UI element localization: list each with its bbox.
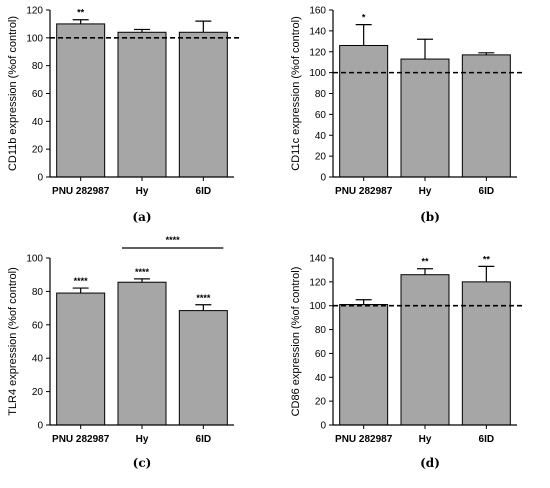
y-tick-label: 60 [32,89,44,100]
bracket-label: **** [166,235,181,245]
y-tick-label: 20 [315,152,327,163]
y-tick-label: 60 [32,320,44,331]
category-label: Hy [136,186,149,197]
bar [178,31,228,178]
y-tick-label: 100 [309,68,326,79]
chart-panel-a: 0 20 40 60 80 100 120 ** PNU 282987 Hy 6ID CD11b ex… [7,6,242,224]
y-axis-title: CD11b expression (%of control) [7,16,19,171]
bar [339,304,389,426]
significance-label: **** [135,267,150,277]
y-tick-label: 80 [32,287,44,298]
y-tick-label: 140 [309,26,326,37]
category-label: 6ID [479,186,495,197]
y-tick-label: 100 [26,254,43,265]
bar [339,44,389,178]
y-axis-title: TLR4 expression (%of control) [7,267,19,416]
bar [178,310,228,426]
category-label: 6ID [479,434,495,445]
y-axis-title: CD86 expression (%of control) [290,267,302,417]
significance-label: **** [74,276,89,286]
y-tick-label: 20 [315,397,327,408]
chart-panel-b: 0 20 40 60 80 100 120 140 160 * PNU 282987 Hy 6ID CD1… [290,6,525,224]
significance-label: ** [77,8,85,18]
y-tick-label: 20 [32,145,44,156]
significance-label: **** [196,293,211,303]
bar [400,58,450,178]
y-tick-label: 0 [37,173,43,184]
y-tick-label: 80 [315,89,327,100]
bar [117,31,167,178]
panel-label: (b) [420,210,440,224]
panel-label: (d) [420,456,440,470]
y-tick-label: 160 [309,6,326,17]
y-tick-label: 100 [26,33,43,44]
category-label: 6ID [196,186,212,197]
bar [400,274,450,426]
y-tick-label: 120 [26,6,43,17]
category-label: PNU 282987 [335,186,393,197]
category-label: PNU 282987 [52,186,110,197]
y-tick-label: 80 [32,61,44,72]
category-label: Hy [419,186,432,197]
bar [117,281,167,426]
bar [56,23,106,178]
category-label: Hy [419,434,432,445]
y-tick-label: 60 [315,110,327,121]
chart-panel-d: 0 20 40 60 80 100 120 140 PNU 282987 ** Hy ** 6ID CD8… [290,254,525,470]
category-label: PNU 282987 [52,434,110,445]
panel-label: (a) [132,210,151,224]
y-tick-label: 140 [309,254,326,265]
y-tick-label: 0 [320,421,326,432]
category-label: 6ID [196,434,212,445]
bar [56,292,106,426]
y-tick-label: 40 [315,131,327,142]
y-tick-label: 60 [315,349,327,360]
significance-label: ** [421,257,429,267]
category-label: Hy [136,434,149,445]
bar [461,281,511,426]
y-tick-label: 20 [32,387,44,398]
significance-label: * [362,13,366,23]
y-tick-label: 120 [309,277,326,288]
category-label: PNU 282987 [335,434,393,445]
y-tick-label: 0 [320,173,326,184]
y-axis-title: CD11c expression (%of control) [290,16,302,170]
significance-label: ** [483,254,491,264]
y-tick-label: 100 [309,301,326,312]
y-tick-label: 40 [32,117,44,128]
panel-label: (c) [133,456,152,470]
y-tick-label: 80 [315,325,327,336]
y-tick-label: 40 [32,354,44,365]
chart-panel-c: 0 20 40 60 80 100 **** PNU 282987 **** Hy **** 6ID *… [7,235,234,470]
y-tick-label: 0 [37,421,43,432]
y-tick-label: 120 [309,47,326,58]
y-tick-label: 40 [315,373,327,384]
